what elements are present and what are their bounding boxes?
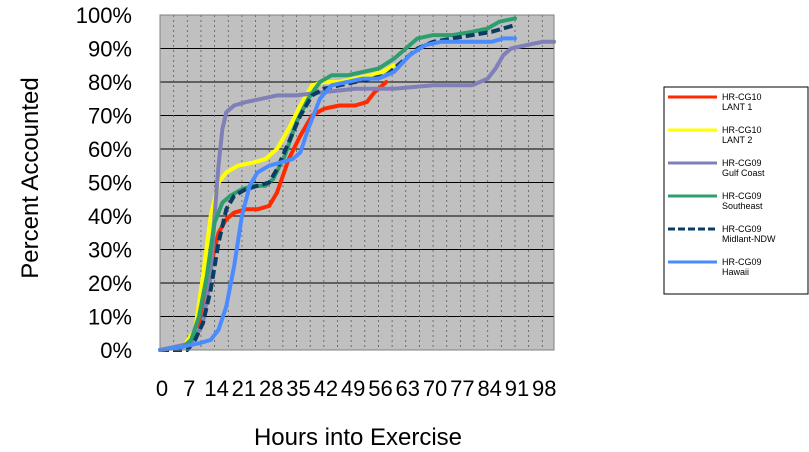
y-tick-labels: 0% 10% 20% 30% 40% 50% 60% 70% 80% 90% 100% bbox=[76, 3, 132, 363]
y-tick-label: 10% bbox=[88, 305, 132, 330]
legend-label: Southeast bbox=[722, 201, 763, 211]
y-tick-label: 60% bbox=[88, 137, 132, 162]
x-tick-label: 98 bbox=[532, 376, 556, 401]
legend-label: HR-CG10 bbox=[722, 92, 762, 102]
y-tick-label: 20% bbox=[88, 271, 132, 296]
x-tick-label: 0 bbox=[156, 376, 168, 401]
x-tick-label: 7 bbox=[183, 376, 195, 401]
y-tick-label: 80% bbox=[88, 70, 132, 95]
x-tick-label: 28 bbox=[259, 376, 283, 401]
legend-label: Hawaii bbox=[722, 267, 749, 277]
x-tick-label: 63 bbox=[396, 376, 420, 401]
legend-label: Gulf Coast bbox=[722, 168, 765, 178]
legend-label: LANT 1 bbox=[722, 102, 752, 112]
x-tick-label: 77 bbox=[450, 376, 474, 401]
y-tick-label: 40% bbox=[88, 204, 132, 229]
plot-frame bbox=[159, 14, 555, 351]
legend-label: Midlant-NDW bbox=[722, 234, 776, 244]
legend-box bbox=[663, 86, 809, 295]
x-tick-label: 70 bbox=[423, 376, 447, 401]
series-line bbox=[158, 36, 517, 352]
legend-label: HR-CG09 bbox=[722, 158, 762, 168]
legend-label: HR-CG10 bbox=[722, 125, 762, 135]
x-axis-title: Hours into Exercise bbox=[254, 424, 462, 451]
y-tick-label: 100% bbox=[76, 3, 132, 28]
x-tick-label: 56 bbox=[368, 376, 392, 401]
x-tick-label: 42 bbox=[314, 376, 338, 401]
legend-label: LANT 2 bbox=[722, 135, 752, 145]
x-tick-label: 91 bbox=[505, 376, 529, 401]
x-tick-label: 21 bbox=[232, 376, 256, 401]
x-tick-label: 35 bbox=[286, 376, 310, 401]
series-line bbox=[158, 80, 389, 352]
y-axis-title: Percent Accounted bbox=[17, 77, 44, 278]
y-tick-label: 70% bbox=[88, 104, 132, 129]
legend-label: HR-CG09 bbox=[722, 257, 762, 267]
y-tick-label: 0% bbox=[100, 338, 132, 363]
x-tick-label: 49 bbox=[341, 376, 365, 401]
x-tick-label: 14 bbox=[204, 376, 228, 401]
y-tick-label: 30% bbox=[88, 238, 132, 263]
series-line bbox=[158, 39, 556, 352]
legend-label: HR-CG09 bbox=[722, 191, 762, 201]
y-tick-label: 50% bbox=[88, 171, 132, 196]
series-lines bbox=[158, 16, 556, 352]
legend-label: HR-CG09 bbox=[722, 224, 762, 234]
x-tick-label: 84 bbox=[477, 376, 501, 401]
y-tick-label: 90% bbox=[88, 37, 132, 62]
x-tick-labels: 0 7 14 21 28 35 42 49 56 63 70 77 84 91 98 bbox=[156, 376, 557, 401]
